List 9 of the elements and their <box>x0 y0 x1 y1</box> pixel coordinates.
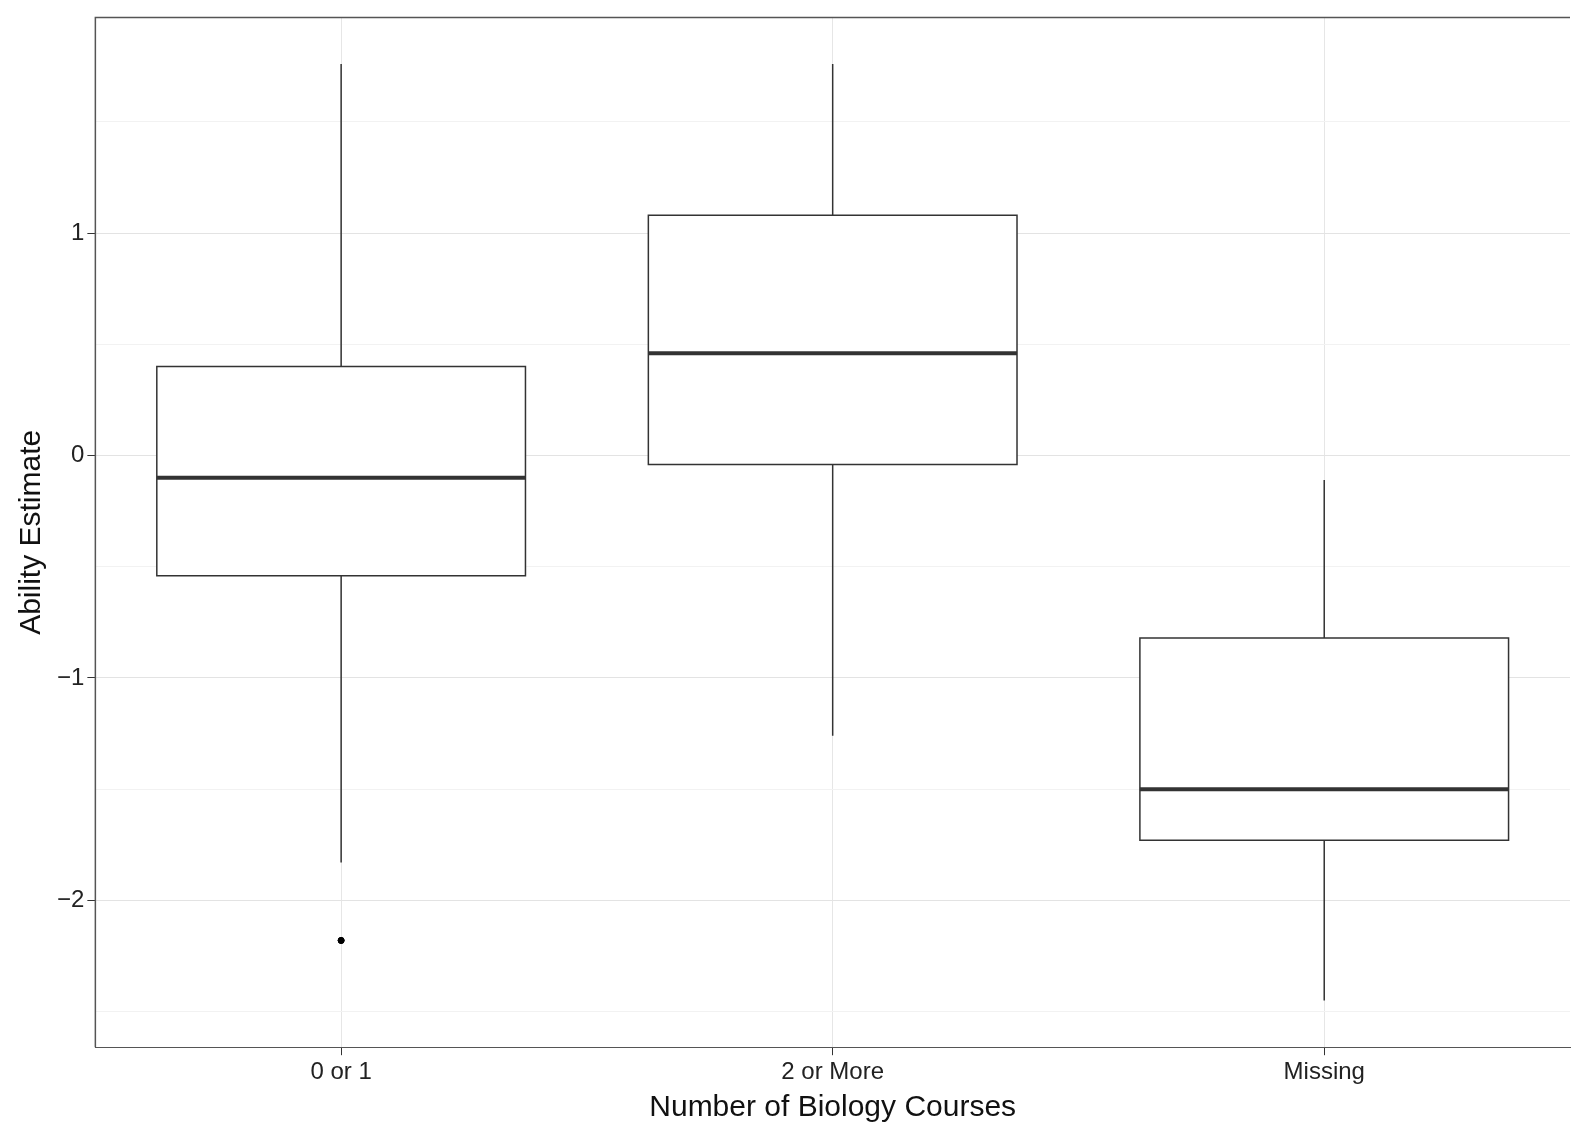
y-axis-title: Ability Estimate <box>13 429 47 635</box>
x-tick-label: Missing <box>1283 1057 1365 1085</box>
x-axis-title: Number of Biology Courses <box>649 1089 1017 1123</box>
x-tick-label: 2 or More <box>781 1057 885 1085</box>
x-tick-label: 0 or 1 <box>310 1057 372 1085</box>
y-tick-label: 1 <box>71 217 85 245</box>
y-tick-label: −1 <box>56 662 85 690</box>
y-tick-label: −2 <box>56 885 85 913</box>
y-tick-label: 0 <box>71 440 85 468</box>
